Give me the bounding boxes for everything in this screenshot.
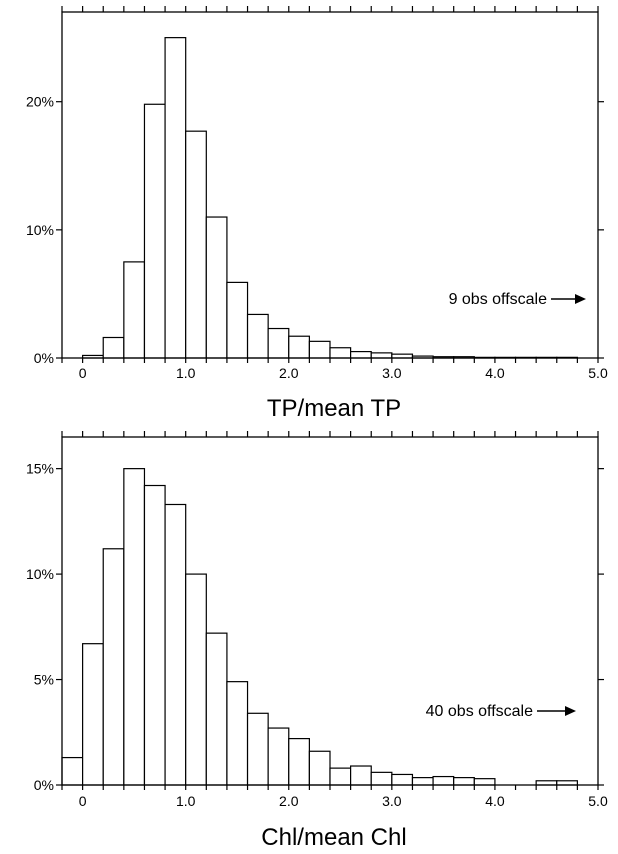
histogram-bar	[205, 632, 228, 786]
histogram-bar	[267, 327, 290, 359]
x-tick-label: 0	[79, 365, 87, 381]
x-tick-label: 1.0	[176, 793, 196, 809]
histogram-bar	[432, 775, 455, 786]
histogram-bar	[123, 261, 146, 359]
x-axis-label: Chl/mean Chl	[261, 824, 406, 851]
arrow-head-icon	[575, 294, 586, 304]
arrow-head-icon	[565, 706, 576, 716]
y-tick-label: 15%	[26, 461, 54, 477]
histogram-bar	[391, 773, 414, 786]
histogram-bar	[143, 484, 166, 786]
x-axis-label: TP/mean TP	[267, 395, 401, 422]
histogram-bar	[226, 281, 249, 359]
histogram-bar	[288, 737, 310, 786]
histogram-bar	[308, 340, 331, 359]
histogram-bar	[329, 767, 352, 786]
x-tick-label: 5.0	[588, 793, 608, 809]
histogram-bar	[288, 335, 310, 359]
x-tick-label: 1.0	[176, 365, 196, 381]
histogram-bar	[185, 130, 207, 359]
histogram-bar	[205, 216, 228, 359]
x-tick-label: 4.0	[485, 365, 505, 381]
histogram-bar	[82, 643, 104, 786]
y-tick-label: 0%	[34, 350, 54, 366]
chl-histogram: 0% 5% 10% 15% 0 1.0 2.0 3.0 4.0 5.0 Chl/mean Chl 40…	[26, 431, 608, 851]
histogram-bar	[370, 771, 393, 786]
histogram-bar	[473, 778, 496, 786]
histogram-bar	[123, 468, 146, 786]
y-tick-label: 5%	[34, 672, 54, 688]
y-tick-label: 10%	[26, 222, 54, 238]
tp-histogram: 0% 10% 20% 0 1.0 2.0 3.0 4.0 5.0 TP/mean TP 9 obs …	[26, 6, 608, 422]
offscale-annotation: 9 obs offscale	[449, 291, 548, 308]
x-tick-label: 5.0	[588, 365, 608, 381]
histogram-bar	[370, 352, 393, 359]
histogram-bar	[246, 313, 269, 359]
histogram-bar	[350, 350, 372, 359]
histogram-bar	[329, 347, 352, 359]
histogram-bar	[102, 548, 125, 786]
histogram-bar	[164, 37, 187, 359]
x-tick-label: 0	[79, 793, 87, 809]
histogram-bar	[308, 750, 331, 786]
histogram-bar	[411, 777, 434, 786]
x-tick-label: 3.0	[382, 365, 402, 381]
histogram-bar	[185, 573, 207, 786]
x-tick-label: 3.0	[382, 793, 402, 809]
histogram-bar	[350, 765, 372, 786]
y-tick-label: 20%	[26, 94, 54, 110]
x-tick-label: 4.0	[485, 793, 505, 809]
histogram-bar	[453, 777, 475, 786]
x-tick-label: 2.0	[279, 793, 299, 809]
histogram-bar	[164, 503, 187, 786]
y-tick-label: 10%	[26, 566, 54, 582]
histogram-bar	[61, 756, 84, 786]
histogram-bar	[102, 336, 125, 359]
histogram-bar	[246, 712, 269, 786]
histogram-bar	[226, 681, 249, 786]
y-tick-label: 0%	[34, 777, 54, 793]
x-tick-label: 2.0	[279, 365, 299, 381]
histogram-bar	[143, 103, 166, 359]
histogram-bar	[267, 727, 290, 786]
offscale-annotation: 40 obs offscale	[426, 703, 533, 720]
